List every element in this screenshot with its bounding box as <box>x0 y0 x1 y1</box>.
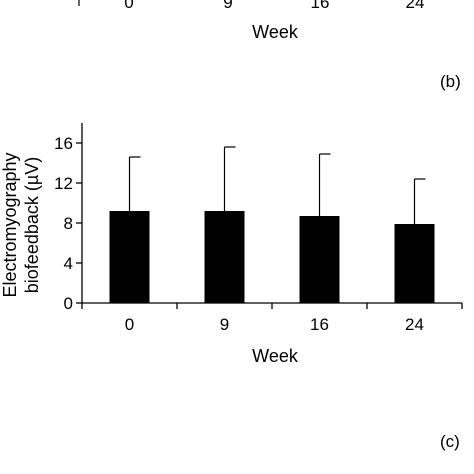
x-tick-label: 0 <box>125 315 134 334</box>
previous-x-tick-label: 16 <box>311 0 330 12</box>
bar-week-0 <box>109 211 150 303</box>
bar-week-24 <box>394 224 435 303</box>
y-axis-title-line-1: Electromyography <box>0 152 20 297</box>
y-tick-label: 16 <box>54 134 73 153</box>
y-tick-label: 8 <box>64 214 73 233</box>
previous-x-tick-label: 24 <box>406 0 425 12</box>
x-axis-ticks: 0 9 16 24 <box>81 303 463 334</box>
previous-panel-partial: 0 9 16 24 Week (b) <box>78 0 461 91</box>
previous-x-axis-title: Week <box>252 22 299 42</box>
bar-week-16 <box>299 216 340 303</box>
x-tick-label: 9 <box>220 315 229 334</box>
previous-x-tick-label: 9 <box>223 0 232 12</box>
panel-label-c: (c) <box>440 432 460 451</box>
y-tick-label: 0 <box>64 294 73 313</box>
bar-week-9 <box>204 211 245 303</box>
x-axis-title: Week <box>252 346 299 366</box>
error-bars <box>128 146 426 224</box>
y-axis-title: Electromyography biofeedback (µV) <box>0 152 42 297</box>
y-tick-label: 12 <box>54 174 73 193</box>
panel-label-b: (b) <box>440 72 461 91</box>
y-axis-title-line-2: biofeedback (µV) <box>22 157 42 293</box>
bars <box>109 211 435 303</box>
bar-chart: 0 4 8 12 16 0 9 16 24 Week Electromyography bio… <box>0 123 463 366</box>
y-tick-label: 4 <box>64 254 73 273</box>
y-axis-ticks: 0 4 8 12 16 <box>54 134 82 313</box>
x-tick-label: 24 <box>405 315 424 334</box>
x-tick-label: 16 <box>310 315 329 334</box>
previous-x-tick-label: 0 <box>124 0 133 12</box>
